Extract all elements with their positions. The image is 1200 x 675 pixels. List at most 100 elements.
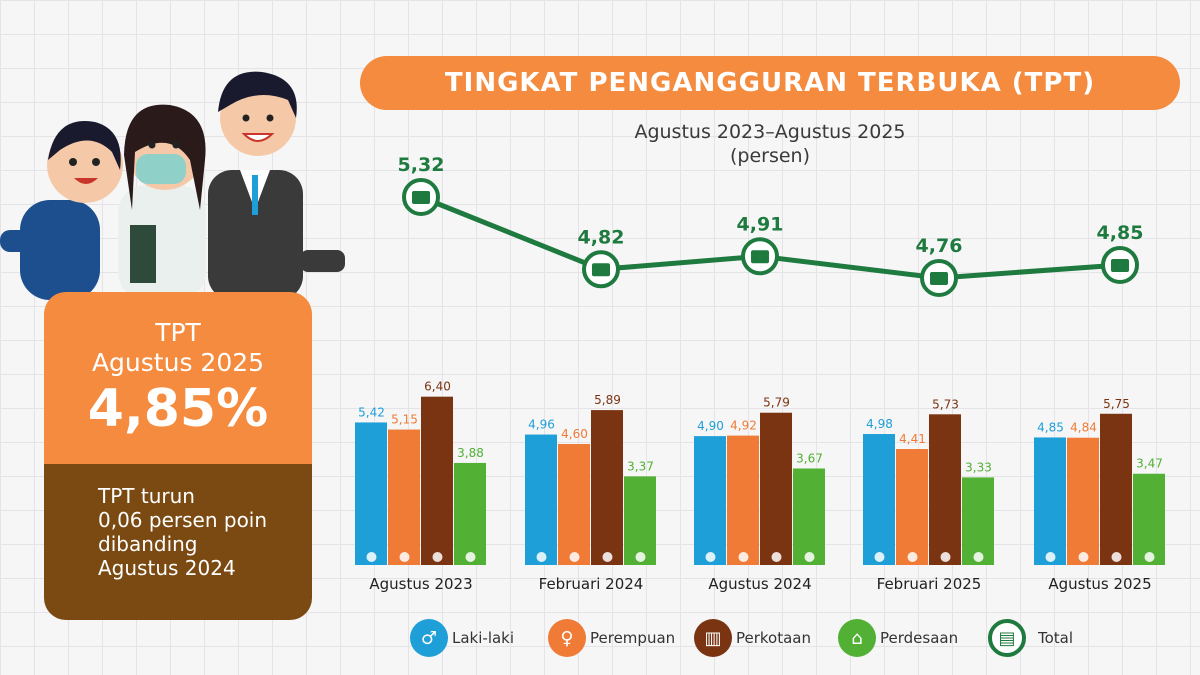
city-icon bbox=[940, 552, 951, 562]
village-icon bbox=[465, 552, 476, 562]
chart-subtitle: Agustus 2023–Agustus 2025 (persen) bbox=[560, 120, 980, 168]
bar-value-label: 4,85 bbox=[1037, 420, 1064, 434]
office-man-figure bbox=[208, 71, 345, 300]
bar-perdesaan bbox=[454, 462, 486, 565]
bar-perdesaan bbox=[793, 468, 825, 565]
legend-label: Perdesaan bbox=[880, 629, 959, 647]
city-icon bbox=[771, 552, 782, 562]
female-icon bbox=[907, 552, 918, 562]
legend-item-perdesaan: ⌂ Perdesaan bbox=[838, 616, 958, 660]
female-icon bbox=[569, 552, 580, 562]
village-icon bbox=[804, 552, 815, 562]
summary-card: TPT Agustus 2025 4,85% TPT turun 0,06 pe… bbox=[44, 292, 312, 620]
male-icon bbox=[366, 552, 377, 562]
bar-perdesaan bbox=[624, 476, 656, 565]
bar-value-label: 4,84 bbox=[1070, 421, 1097, 435]
male-icon bbox=[874, 552, 885, 562]
bar-value-label: 3,67 bbox=[796, 451, 823, 465]
category-label: Februari 2025 bbox=[877, 575, 982, 593]
chart-title: TINGKAT PENGANGGURAN TERBUKA (TPT) bbox=[444, 68, 1096, 98]
legend-item-laki-laki: ♂ Laki-laki bbox=[410, 616, 514, 660]
male-icon bbox=[536, 552, 547, 562]
village-icon: ⌂ bbox=[838, 619, 876, 657]
bar-perkotaan bbox=[591, 410, 623, 565]
legend-label: Perkotaan bbox=[736, 629, 812, 647]
category-label: Agustus 2023 bbox=[369, 575, 472, 593]
total-value-label: 4,76 bbox=[916, 235, 963, 257]
summary-period: Agustus 2025 bbox=[91, 348, 265, 377]
chart-period: Agustus 2023–Agustus 2025 bbox=[634, 121, 906, 143]
total-value-label: 5,32 bbox=[398, 154, 445, 176]
people-illustration bbox=[0, 71, 345, 300]
bar-perdesaan bbox=[962, 477, 994, 565]
female-icon bbox=[399, 552, 410, 562]
summary-note-line: TPT turun bbox=[98, 484, 195, 508]
female-icon: ♀ bbox=[548, 619, 586, 657]
bar-perempuan bbox=[896, 449, 928, 565]
summary-note: TPT turun 0,06 persen poin dibanding Agu… bbox=[44, 464, 312, 620]
bar-perempuan bbox=[727, 435, 759, 565]
briefcase-icon: ▤ bbox=[988, 619, 1026, 657]
legend-item-perkotaan: ▥ Perkotaan bbox=[694, 616, 811, 660]
bar-laki-laki bbox=[863, 434, 895, 565]
bar-value-label: 3,47 bbox=[1136, 457, 1163, 471]
bar-value-label: 4,96 bbox=[528, 418, 555, 432]
category-label: Februari 2024 bbox=[539, 575, 644, 593]
bar-perempuan bbox=[388, 429, 420, 565]
bar-laki-laki bbox=[525, 434, 557, 565]
bar-value-label: 4,90 bbox=[697, 419, 724, 433]
legend-item-total: ▤ Total bbox=[988, 616, 1073, 660]
bar-value-label: 5,79 bbox=[763, 396, 790, 410]
briefcase-icon bbox=[592, 263, 610, 277]
bar-laki-laki bbox=[694, 436, 726, 565]
female-icon bbox=[1078, 552, 1089, 562]
bar-perdesaan bbox=[1133, 473, 1165, 565]
bar-perkotaan bbox=[421, 396, 453, 565]
bar-value-label: 4,92 bbox=[730, 419, 757, 433]
bar-perkotaan bbox=[760, 412, 792, 565]
total-value-label: 4,85 bbox=[1097, 222, 1144, 244]
bar-value-label: 5,15 bbox=[391, 413, 418, 427]
chart-title-banner: TINGKAT PENGANGGURAN TERBUKA (TPT) bbox=[360, 56, 1180, 110]
summary-label: TPT bbox=[155, 318, 201, 347]
summary-card-top: TPT Agustus 2025 4,85% bbox=[44, 292, 312, 464]
male-icon bbox=[1045, 552, 1056, 562]
briefcase-icon bbox=[751, 250, 769, 264]
bar-value-label: 4,41 bbox=[899, 432, 926, 446]
bar-value-label: 4,60 bbox=[561, 427, 588, 441]
bar-perkotaan bbox=[929, 414, 961, 565]
legend-label: Total bbox=[1038, 629, 1074, 647]
student-girl-figure bbox=[0, 121, 123, 300]
city-icon: ▥ bbox=[694, 619, 732, 657]
village-icon bbox=[635, 552, 646, 562]
bar-perempuan bbox=[558, 444, 590, 565]
summary-note-line: Agustus 2024 bbox=[98, 556, 236, 580]
city-icon bbox=[602, 552, 613, 562]
total-value-label: 4,91 bbox=[737, 213, 784, 235]
legend-label: Perempuan bbox=[590, 629, 676, 647]
bar-value-label: 3,37 bbox=[627, 459, 654, 473]
female-icon bbox=[738, 552, 749, 562]
legend-item-perempuan: ♀ Perempuan bbox=[548, 616, 675, 660]
briefcase-icon bbox=[930, 271, 948, 285]
bar-value-label: 3,88 bbox=[457, 446, 484, 460]
chart-unit: (persen) bbox=[729, 145, 811, 167]
bar-laki-laki bbox=[1034, 437, 1066, 565]
chart-legend: ♂ Laki-laki ♀ Perempuan ▥ Perkotaan ⌂ Pe… bbox=[410, 616, 1190, 660]
bar-perempuan bbox=[1067, 437, 1099, 565]
bar-value-label: 5,75 bbox=[1103, 397, 1130, 411]
village-icon bbox=[1144, 552, 1155, 562]
summary-note-line: dibanding bbox=[98, 532, 198, 556]
summary-value: 4,85% bbox=[87, 379, 269, 439]
briefcase-icon bbox=[412, 191, 430, 204]
bar-value-label: 5,42 bbox=[358, 405, 385, 419]
masked-girl-figure bbox=[118, 104, 206, 300]
bar-value-label: 5,89 bbox=[594, 393, 621, 407]
bar-laki-laki bbox=[355, 422, 387, 565]
bar-value-label: 5,73 bbox=[932, 397, 959, 411]
legend-label: Laki-laki bbox=[452, 629, 515, 647]
bar-perkotaan bbox=[1100, 413, 1132, 565]
total-value-label: 4,82 bbox=[578, 226, 625, 248]
male-icon bbox=[705, 552, 716, 562]
bar-value-label: 6,40 bbox=[424, 380, 451, 394]
